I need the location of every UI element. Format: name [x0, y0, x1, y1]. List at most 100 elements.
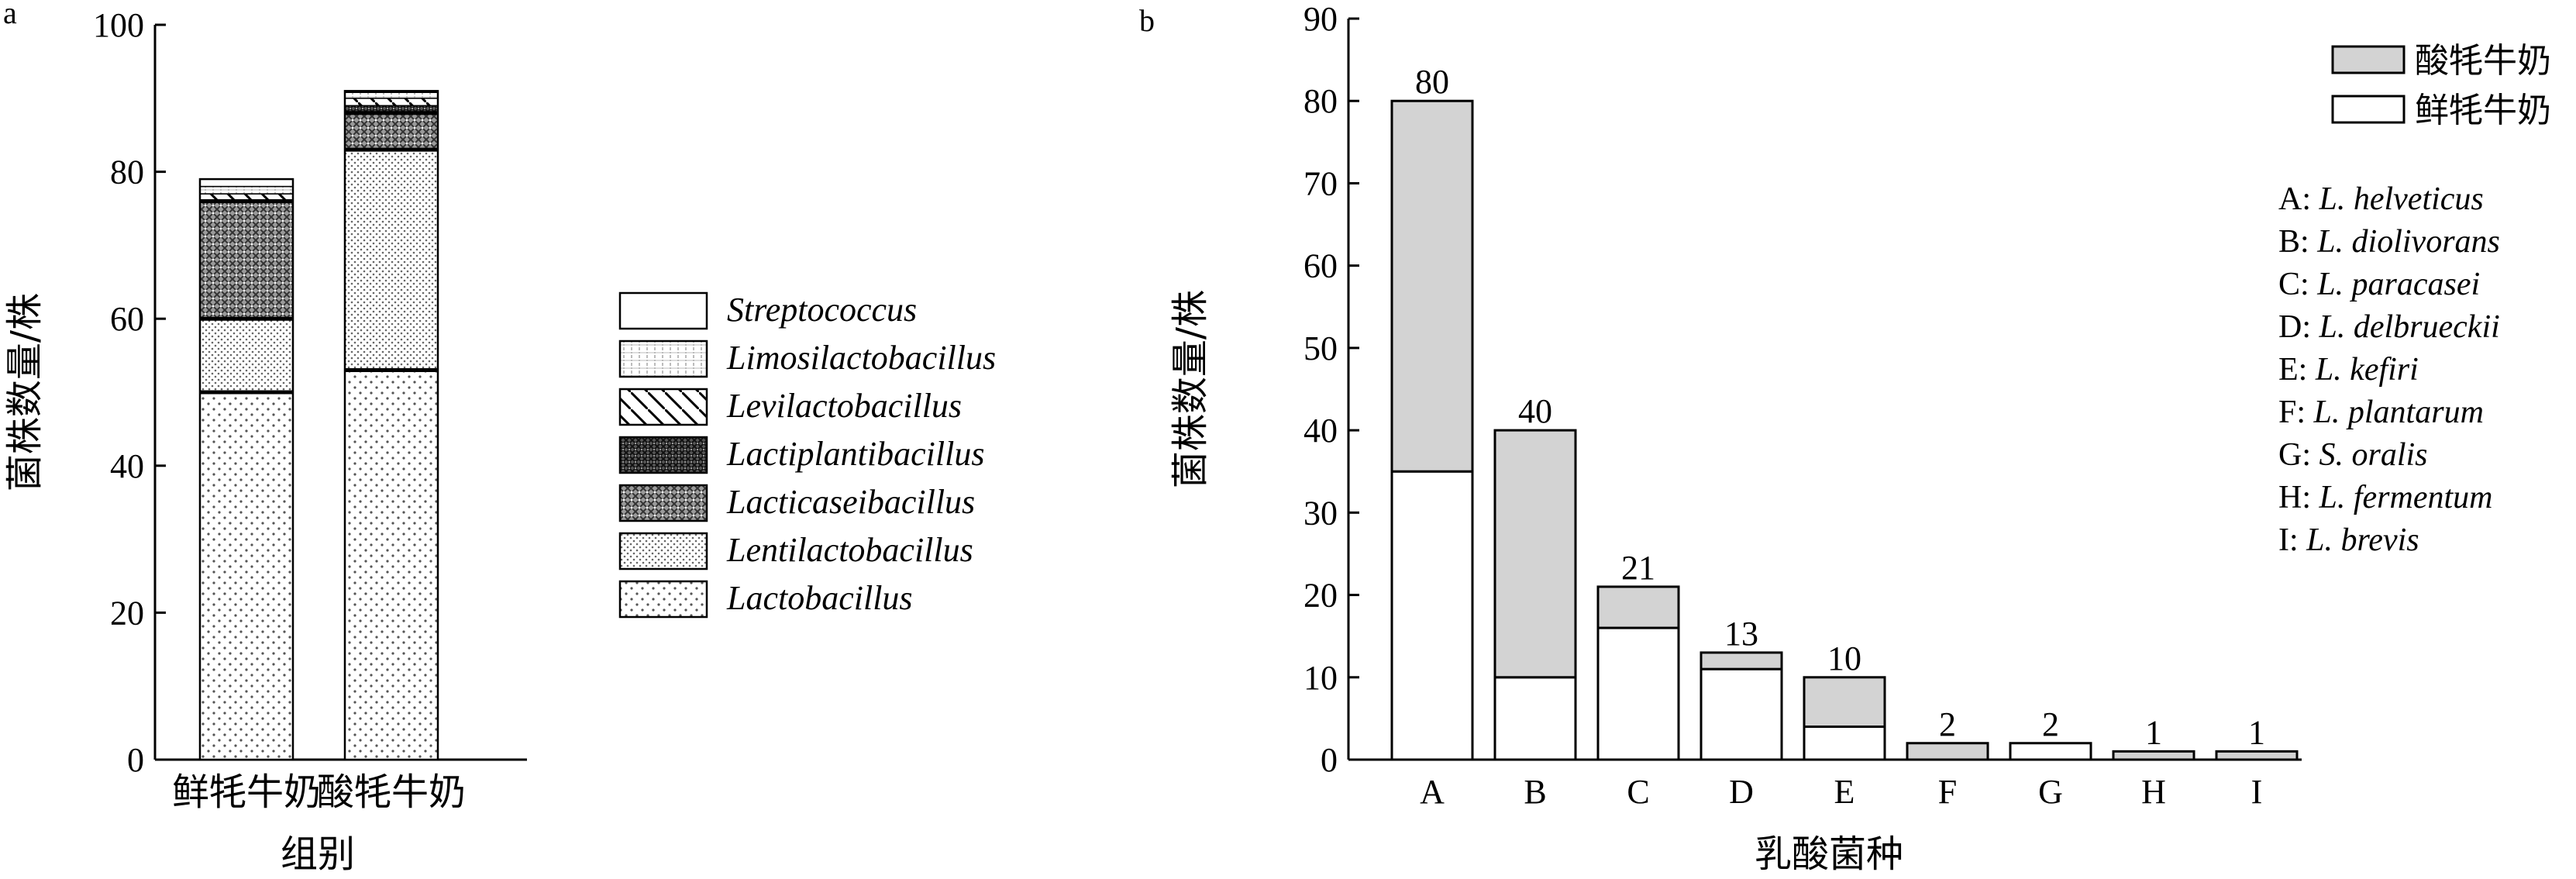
species-code: A:	[2278, 181, 2319, 217]
species-code: I:	[2278, 522, 2306, 558]
y-axis-title: 菌株数量/株	[3, 293, 46, 491]
legend-swatch-sour	[2331, 45, 2406, 74]
legend-label-sour: 酸牦牛奶	[2415, 41, 2551, 81]
x-tick-label: F	[1938, 773, 1957, 811]
data-label: 1	[2145, 713, 2162, 751]
data-label: 1	[2248, 713, 2265, 751]
bar-segment-sour	[1390, 99, 1474, 473]
y-tick-label: 30	[1303, 494, 1338, 532]
bar-segment-fresh	[1596, 626, 1680, 761]
species-code: B:	[2278, 224, 2317, 260]
legend-label-lentilactobacillus: Lentilactobacillus	[726, 531, 973, 569]
species-code: H:	[2278, 480, 2319, 515]
data-label: 13	[1724, 615, 1758, 653]
bar-segment-fresh	[1390, 470, 1474, 761]
bar-segment-fresh	[2009, 742, 2092, 761]
species-name: L. helveticus	[2319, 181, 2484, 217]
x-tick-label: E	[1834, 773, 1855, 811]
bar-segment-fresh	[1700, 667, 1783, 761]
species-code: D:	[2278, 309, 2319, 345]
species-code: E:	[2278, 352, 2316, 388]
data-label: 80	[1415, 63, 1449, 101]
species-key-l-helveticus: A: L. helveticus	[2278, 181, 2484, 217]
species-code: F:	[2278, 395, 2314, 430]
species-key-l-paracasei: C: L. paracasei	[2278, 267, 2480, 302]
legend-swatch-fresh	[2331, 95, 2406, 124]
legend-label-lacticaseibacillus: Lacticaseibacillus	[726, 483, 975, 521]
legend-label-lactiplantibacillus: Lactiplantibacillus	[726, 435, 984, 473]
y-tick-label: 0	[1321, 741, 1338, 779]
bar-segment-sour	[2215, 750, 2299, 761]
x-tick-label: 鲜牦牛奶	[172, 770, 321, 814]
y-tick-label: 70	[1303, 164, 1338, 202]
bar-segment-lentilactobacillus	[344, 149, 439, 371]
species-key-l-brevis: I: L. brevis	[2278, 522, 2419, 558]
y-tick-label: 50	[1303, 329, 1338, 367]
data-label: 2	[1939, 705, 1956, 743]
x-tick-label: 酸牦牛奶	[317, 770, 466, 814]
bar-segment-sour	[1906, 742, 1989, 761]
legend-swatch-lactobacillus	[618, 580, 708, 619]
bar-outline	[198, 178, 294, 761]
species-name: L. paracasei	[2316, 267, 2480, 302]
x-axis-title: 组别	[281, 832, 355, 876]
y-tick-label: 0	[127, 741, 144, 779]
y-tick-label: 90	[1303, 0, 1338, 38]
y-tick-label: 100	[93, 6, 144, 44]
y-tick-label: 60	[110, 300, 144, 338]
legend-swatch-limosilactobacillus	[618, 340, 708, 378]
species-key-l-diolivorans: B: L. diolivorans	[2278, 224, 2500, 260]
panel-label-a: a	[3, 0, 17, 30]
x-axis-title: 乳酸菌种	[1755, 832, 1903, 876]
species-code: G:	[2278, 437, 2319, 473]
bar-segment-limosilactobacillus	[199, 185, 294, 195]
bar-segment-lactobacillus	[199, 391, 294, 760]
species-key-l-fermentum: H: L. fermentum	[2278, 480, 2493, 515]
legend-swatch-levilactobacillus	[618, 388, 708, 426]
y-axis-title: 菌株数量/株	[1169, 290, 1212, 488]
bar-segment-lacticaseibacillus	[344, 112, 439, 150]
species-name: L. delbrueckii	[2319, 309, 2500, 345]
y-tick-label: 20	[110, 594, 144, 632]
species-key-s-oralis: G: S. oralis	[2278, 437, 2428, 473]
y-tick-label: 60	[1303, 247, 1338, 285]
x-tick-label: I	[2251, 773, 2263, 811]
legend-swatch-lactiplantibacillus	[618, 436, 708, 474]
legend-label-fresh: 鲜牦牛奶	[2415, 91, 2551, 130]
legend-swatch-lacticaseibacillus	[618, 484, 708, 522]
legend-label-levilactobacillus: Levilactobacillus	[726, 387, 962, 425]
data-label: 10	[1827, 639, 1861, 677]
bar-segment-lacticaseibacillus	[199, 200, 294, 319]
x-tick-label: G	[2038, 773, 2063, 811]
panel-b-chart: 0102030405060708090菌株数量/株A80B40C21D13E10…	[1169, 0, 2551, 876]
y-tick-label: 20	[1303, 577, 1338, 615]
data-label: 21	[1621, 549, 1655, 587]
bar-segment-fresh	[1803, 726, 1886, 761]
x-tick-label: C	[1627, 773, 1649, 811]
bar-segment-lentilactobacillus	[199, 318, 294, 393]
y-tick-label: 40	[110, 447, 144, 485]
x-tick-label: B	[1524, 773, 1546, 811]
bar-segment-sour	[2112, 750, 2195, 761]
x-tick-label: H	[2141, 773, 2166, 811]
bar-segment-sour	[1700, 651, 1783, 670]
panel-label-b: b	[1139, 3, 1155, 38]
species-name: L. plantarum	[2313, 395, 2484, 430]
y-tick-label: 80	[1303, 82, 1338, 120]
bar-segment-levilactobacillus	[344, 98, 439, 107]
species-name: L. fermentum	[2319, 480, 2493, 515]
bar-segment-limosilactobacillus	[344, 91, 439, 99]
species-name: S. oralis	[2319, 437, 2428, 473]
data-label: 40	[1518, 392, 1552, 430]
species-name: L. brevis	[2306, 522, 2419, 558]
data-label: 2	[2042, 705, 2059, 743]
x-tick-label: A	[1420, 773, 1445, 811]
bar-segment-sour	[1493, 429, 1577, 679]
legend-label-limosilactobacillus: Limosilactobacillus	[726, 339, 996, 377]
species-key-l-delbrueckii: D: L. delbrueckii	[2278, 309, 2500, 345]
bar-segment-streptococcus	[199, 178, 294, 188]
y-tick-label: 80	[110, 153, 144, 191]
species-name: L. kefiri	[2315, 352, 2419, 388]
bar-segment-lactobacillus	[344, 369, 439, 760]
